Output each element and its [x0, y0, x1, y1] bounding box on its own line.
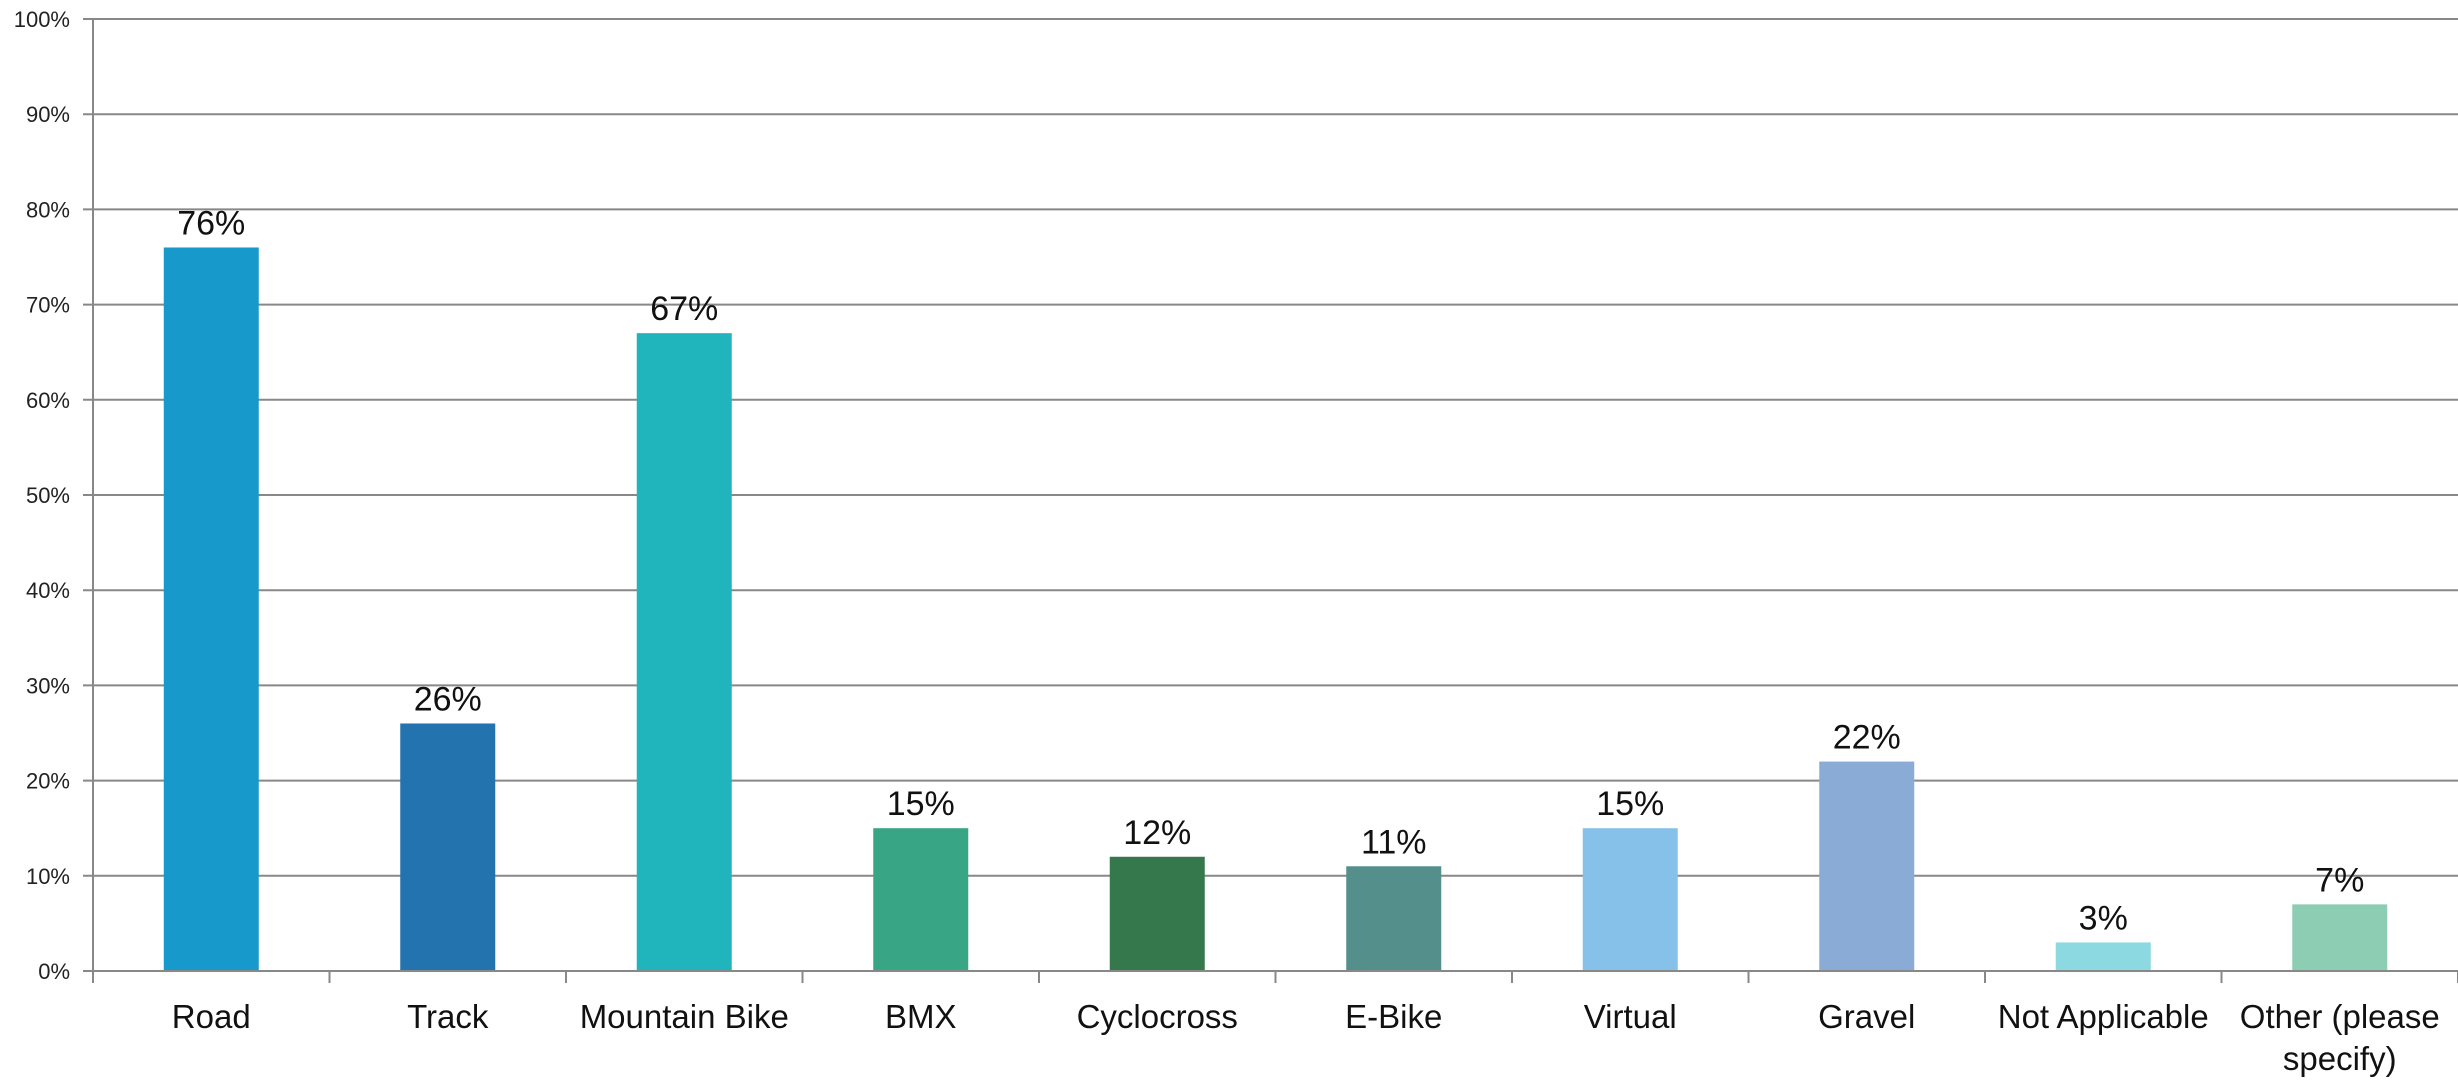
category-label-line: Virtual — [1584, 998, 1677, 1035]
bar — [163, 247, 259, 972]
x-axis-category-labels: Road Track Mountain Bike BMX Cyclocross E-Bik… — [172, 998, 2440, 1077]
category-label-line: Other (please — [2240, 998, 2440, 1035]
y-tick-label: 40% — [26, 578, 70, 603]
y-tick-label: 60% — [26, 388, 70, 413]
y-tick-label: 30% — [26, 673, 70, 698]
data-label: 15% — [887, 785, 955, 823]
bar — [1582, 828, 1678, 971]
category-label: Other (please specify) — [2240, 998, 2440, 1077]
category-label: Not Applicable — [1998, 998, 2209, 1035]
category-label: Road — [172, 998, 251, 1035]
bars — [163, 247, 2388, 972]
y-tick-label: 10% — [26, 864, 70, 889]
data-label: 11% — [1361, 823, 1427, 861]
data-label: 7% — [2315, 861, 2364, 899]
data-label: 22% — [1833, 719, 1901, 757]
bar — [400, 723, 496, 971]
y-tick-label: 80% — [26, 197, 70, 222]
category-label: Virtual — [1584, 998, 1677, 1035]
bar — [636, 333, 732, 971]
category-label-line: Not Applicable — [1998, 998, 2209, 1035]
bar — [873, 828, 969, 971]
category-label: E-Bike — [1345, 998, 1442, 1035]
category-label-line: E-Bike — [1345, 998, 1442, 1035]
category-label: Track — [407, 998, 489, 1035]
data-label: 67% — [650, 290, 718, 328]
data-label: 26% — [414, 680, 482, 718]
bar — [1819, 761, 1915, 971]
category-label: Gravel — [1818, 998, 1915, 1035]
data-label: 76% — [177, 204, 245, 242]
y-tick-label: 90% — [26, 102, 70, 127]
category-label-line: Track — [407, 998, 489, 1035]
category-label-line: Cyclocross — [1077, 998, 1238, 1035]
y-tick-label: 20% — [26, 769, 70, 794]
data-label: 3% — [2079, 899, 2128, 937]
category-label-line: Mountain Bike — [580, 998, 789, 1035]
category-label-line: BMX — [885, 998, 957, 1035]
category-label: Mountain Bike — [580, 998, 789, 1035]
category-label-line: Road — [172, 998, 251, 1035]
data-label: 12% — [1123, 814, 1191, 852]
bar — [1346, 866, 1442, 971]
y-tick-label: 50% — [26, 483, 70, 508]
bar — [2055, 942, 2151, 971]
y-tick-label: 70% — [26, 293, 70, 318]
y-tick-label: 0% — [38, 959, 70, 984]
category-label: BMX — [885, 998, 957, 1035]
y-tick-label: 100% — [14, 7, 70, 32]
data-label: 15% — [1596, 785, 1664, 823]
bar — [2292, 904, 2388, 971]
category-label-line: Gravel — [1818, 998, 1915, 1035]
category-label: Cyclocross — [1077, 998, 1238, 1035]
data-labels: 76% 26% 67% 15% 12% 11% 15% 22% 3% 7% — [177, 204, 2364, 937]
y-axis-tick-labels: 0% 10% 20% 30% 40% 50% 60% 70% 80% 90% 100% — [14, 7, 70, 984]
bar — [1109, 856, 1205, 971]
x-axis — [92, 970, 2458, 983]
category-label-line: specify) — [2283, 1040, 2397, 1077]
